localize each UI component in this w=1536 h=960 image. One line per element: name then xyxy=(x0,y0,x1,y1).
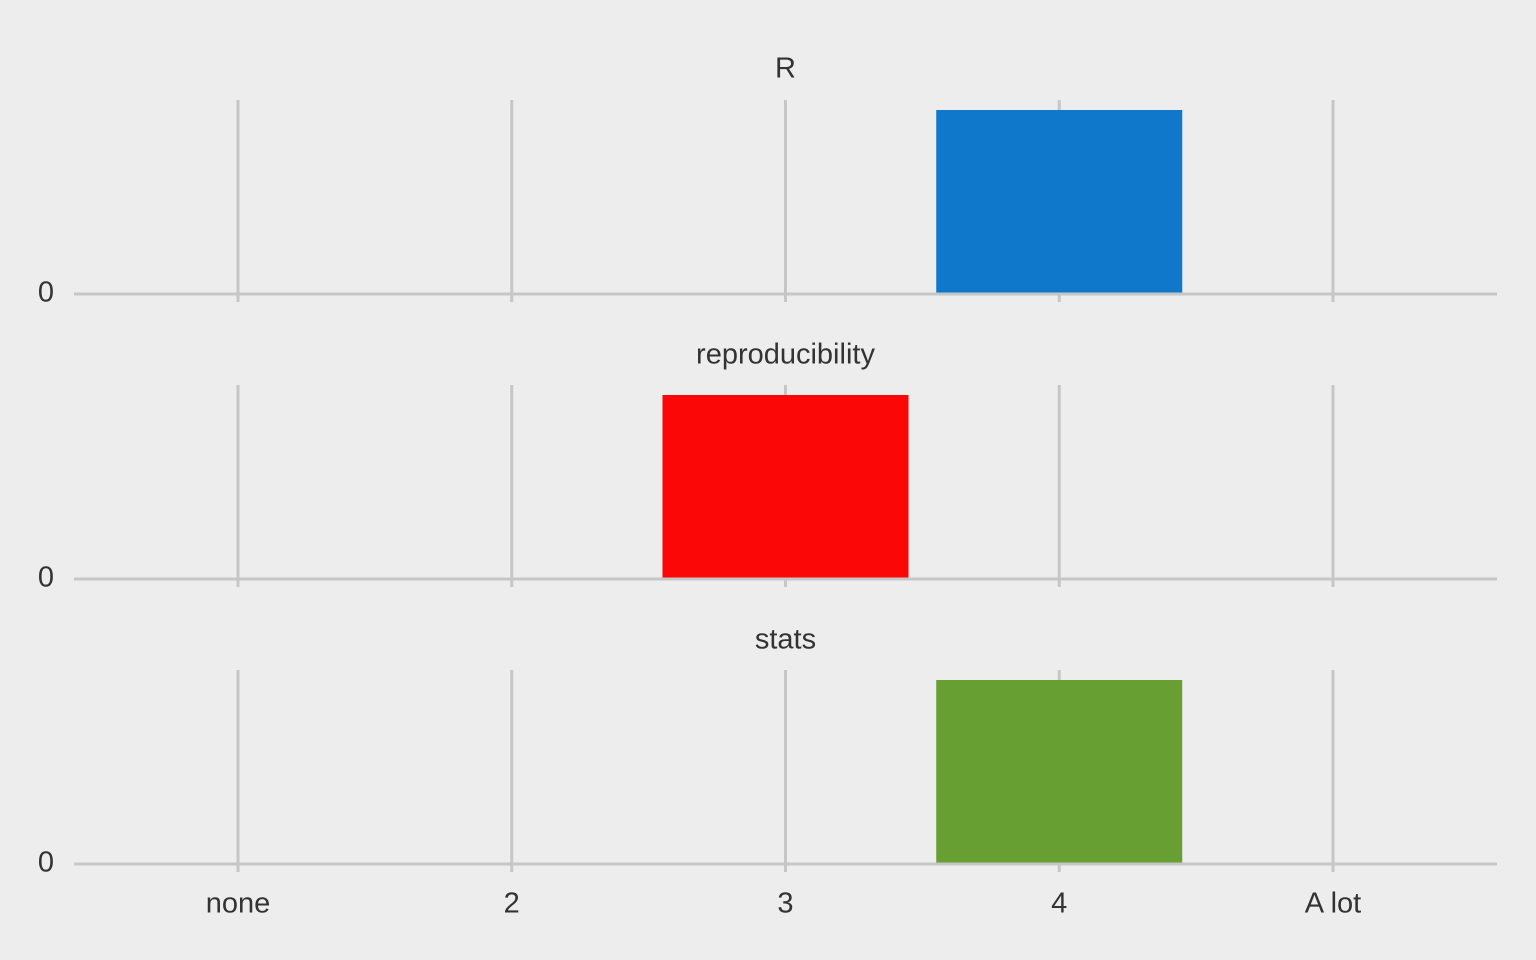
x-tick-label: 3 xyxy=(777,888,793,920)
x-tick-label: 4 xyxy=(1051,888,1067,920)
facet-title: stats xyxy=(755,624,816,656)
bar-4 xyxy=(936,110,1183,294)
y-tick-label: 0 xyxy=(38,277,54,309)
facet-panel-0: R0 xyxy=(38,53,1497,309)
facet-panel-1: reproducibility 0 xyxy=(38,339,1497,594)
facet-panel-2: stats 0 xyxy=(38,624,1497,879)
bar-4 xyxy=(936,680,1183,864)
x-tick-label: A lot xyxy=(1305,888,1361,920)
x-axis: none 2 3 4 A lot xyxy=(206,888,1361,920)
bar-3 xyxy=(662,395,909,579)
y-tick-label: 0 xyxy=(38,562,54,594)
x-tick-label: 2 xyxy=(504,888,520,920)
y-tick-label: 0 xyxy=(38,847,54,879)
x-tick-label: none xyxy=(206,888,271,920)
facet-title: R xyxy=(775,53,796,85)
facet-title: reproducibility xyxy=(696,339,875,371)
